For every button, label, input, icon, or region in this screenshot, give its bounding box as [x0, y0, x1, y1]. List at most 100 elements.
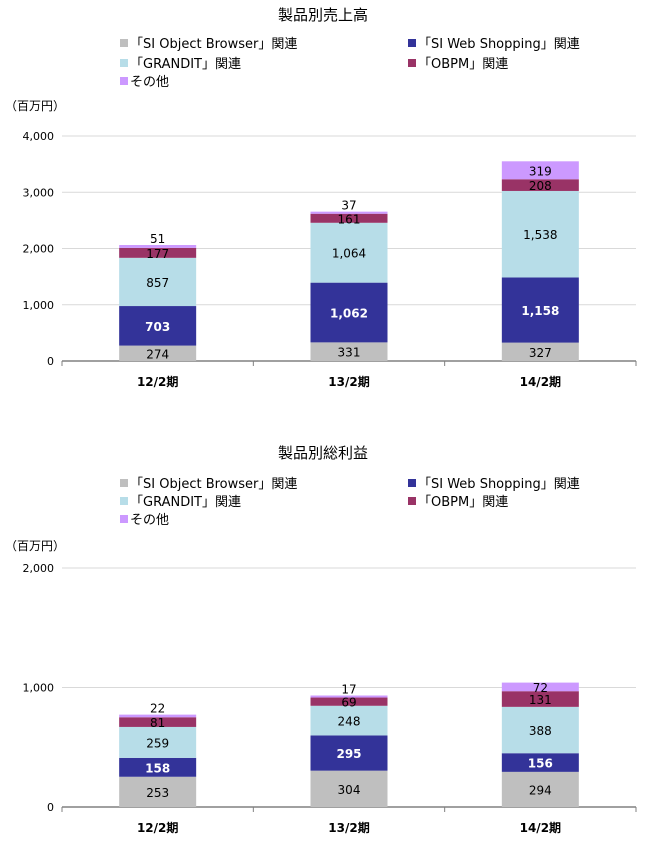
legend-item: 「OBPM」関連 — [408, 495, 508, 510]
legend-swatch — [408, 497, 416, 505]
data-label: 22 — [150, 702, 165, 716]
x-tick-label: 12/2期 — [137, 374, 178, 389]
bar-segment — [310, 211, 388, 214]
legend-item: その他 — [120, 513, 169, 528]
data-label: 51 — [150, 232, 165, 246]
chart-title: 製品別売上高 — [278, 6, 368, 24]
data-label: 253 — [146, 786, 169, 800]
x-tick-label: 12/2期 — [137, 820, 178, 835]
data-label: 294 — [529, 783, 552, 797]
legend-swatch — [120, 39, 128, 47]
data-label: 327 — [529, 346, 552, 360]
y-tick-label: 4,000 — [23, 130, 55, 143]
bar-segment — [119, 726, 197, 758]
bar-segment — [119, 245, 197, 248]
data-label: 1,062 — [330, 307, 368, 321]
bar-segment — [310, 282, 388, 343]
legend-item: 「GRANDIT」関連 — [120, 57, 241, 72]
legend-swatch — [120, 497, 128, 505]
legend-item: 「OBPM」関連 — [408, 57, 508, 72]
legend-label: 「SI Web Shopping」関連 — [418, 477, 580, 492]
legend-item: 「GRANDIT」関連 — [120, 495, 241, 510]
bar-segment — [501, 342, 579, 361]
bar-segment — [119, 714, 197, 718]
legend-label: 「OBPM」関連 — [418, 495, 508, 510]
data-label: 69 — [341, 696, 356, 710]
bar-segment — [119, 306, 197, 346]
y-axis-unit-label: （百万円） — [5, 99, 65, 113]
chart-title: 製品別総利益 — [278, 444, 368, 462]
y-tick-label: 0 — [47, 355, 54, 368]
chart-1: 製品別売上高「SI Object Browser」関連 「SI Web Shopp… — [5, 6, 637, 389]
data-label: 1,538 — [523, 228, 557, 242]
data-label: 857 — [146, 276, 169, 290]
data-label: 259 — [146, 736, 169, 750]
legend-swatch — [120, 77, 128, 85]
legend-label: その他 — [130, 513, 169, 528]
legend-label: 「SI Web Shopping」関連 — [418, 37, 580, 52]
data-label: 1,064 — [332, 247, 366, 261]
legend-item: 「SI Object Browser」関連 — [120, 37, 297, 52]
data-label: 131 — [529, 693, 552, 707]
bar-segment — [310, 770, 388, 807]
data-label: 81 — [150, 716, 165, 730]
data-label: 388 — [529, 724, 552, 738]
y-tick-label: 2,000 — [23, 243, 55, 256]
bar-segment — [310, 213, 388, 223]
data-label: 161 — [338, 212, 361, 226]
x-tick-label: 13/2期 — [328, 374, 369, 389]
bar-segment — [310, 705, 388, 736]
bar-segment — [310, 222, 388, 283]
bar-segment — [310, 735, 388, 771]
bar-segment — [501, 771, 579, 807]
bar-segment — [119, 717, 197, 727]
legend-label: 「SI Object Browser」関連 — [130, 477, 297, 492]
bar-segment — [119, 247, 197, 258]
y-axis-unit-label: （百万円） — [5, 539, 65, 553]
bar-segment — [501, 277, 579, 343]
y-tick-label: 1,000 — [23, 299, 55, 312]
legend-item: 「SI Object Browser」関連 — [120, 477, 297, 492]
data-label: 319 — [529, 164, 552, 178]
y-tick-label: 3,000 — [23, 186, 55, 199]
legend-label: 「OBPM」関連 — [418, 57, 508, 72]
bar-segment — [119, 345, 197, 361]
legend-swatch — [120, 515, 128, 523]
legend-label: 「SI Object Browser」関連 — [130, 37, 297, 52]
legend-label: 「GRANDIT」関連 — [130, 57, 241, 72]
data-label: 208 — [529, 179, 552, 193]
legend-item: その他 — [120, 75, 169, 90]
legend-swatch — [120, 59, 128, 67]
x-tick-label: 14/2期 — [520, 374, 561, 389]
legend-swatch — [408, 39, 416, 47]
data-label: 703 — [145, 320, 170, 334]
data-label: 156 — [528, 757, 553, 771]
bar-segment — [501, 682, 579, 692]
data-label: 37 — [341, 199, 356, 213]
x-tick-label: 13/2期 — [328, 820, 369, 835]
bar-segment — [501, 190, 579, 278]
data-label: 158 — [145, 761, 170, 775]
data-label: 177 — [146, 247, 169, 261]
bar-segment — [501, 691, 579, 707]
data-label: 1,158 — [521, 304, 559, 318]
bar-segment — [501, 179, 579, 191]
data-label: 304 — [338, 783, 361, 797]
bar-segment — [501, 706, 579, 754]
y-tick-label: 0 — [47, 801, 54, 814]
chart-2: 製品別総利益「SI Object Browser」関連 「SI Web Shopp… — [5, 444, 637, 835]
data-label: 331 — [338, 346, 361, 360]
data-label: 72 — [533, 681, 548, 695]
x-tick-label: 14/2期 — [520, 820, 561, 835]
legend-swatch — [120, 479, 128, 487]
bar-segment — [119, 776, 197, 807]
data-label: 17 — [341, 683, 356, 697]
bar-segment — [119, 757, 197, 777]
legend-item: 「SI Web Shopping」関連 — [408, 477, 580, 492]
bar-segment — [501, 753, 579, 772]
legend-label: その他 — [130, 75, 169, 90]
legend-swatch — [408, 479, 416, 487]
legend-item: 「SI Web Shopping」関連 — [408, 37, 580, 52]
data-label: 248 — [338, 715, 361, 729]
